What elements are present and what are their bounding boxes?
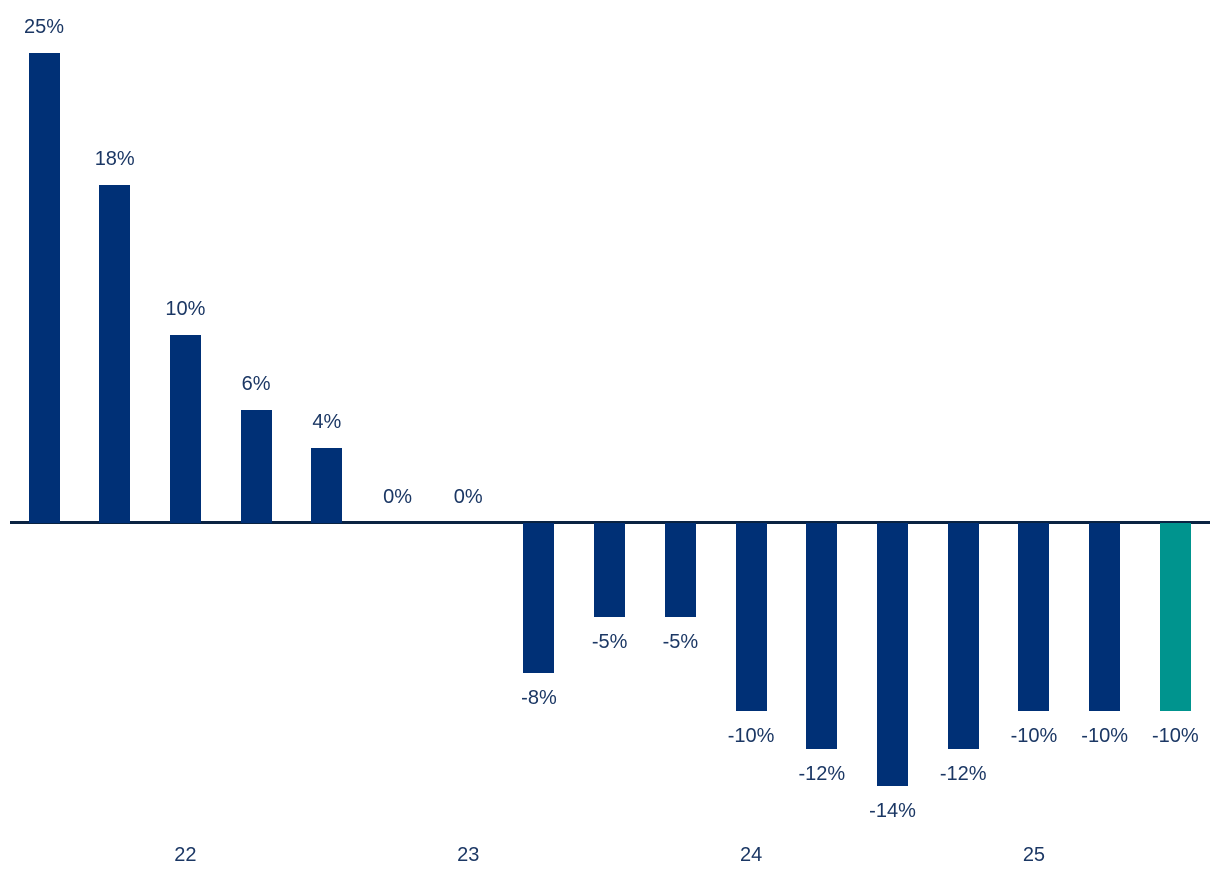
bar-value-label: 18% [94, 147, 135, 170]
bar-value-label: -10% [727, 725, 775, 747]
x-axis-label: 24 [739, 844, 763, 866]
bar-value-label: 4% [312, 410, 342, 433]
bar-value-label: 25% [23, 16, 65, 38]
bar-value-label: -5% [591, 631, 628, 653]
bar-value-label: 0% [453, 486, 483, 508]
bar [240, 410, 272, 523]
bar-value-label: -12% [939, 762, 987, 785]
bar-value-label: -10% [1081, 725, 1128, 747]
bar-value-label: -10% [1152, 725, 1199, 747]
bar [1159, 523, 1191, 711]
bar [877, 523, 909, 787]
bar [806, 523, 838, 749]
x-axis-label: 22 [174, 844, 197, 866]
bar [664, 523, 696, 617]
bar-value-label: -14% [869, 800, 916, 823]
bar [28, 53, 60, 523]
bar [523, 523, 555, 674]
bar-value-label: 6% [241, 373, 271, 396]
bar-value-label: -5% [662, 631, 699, 653]
bar [1089, 523, 1121, 711]
bar-value-label: -8% [521, 687, 557, 710]
x-axis-label: 23 [457, 844, 480, 866]
bar [311, 447, 343, 523]
bar [947, 523, 979, 749]
bar [735, 523, 767, 711]
bar [169, 335, 201, 523]
bar [594, 523, 626, 617]
bar [99, 184, 131, 523]
x-axis-label: 25 [1022, 844, 1046, 866]
bar [1018, 523, 1050, 711]
zero-axis-line [10, 521, 1210, 524]
bar-value-label: 0% [383, 486, 412, 508]
bar-value-label: -10% [1010, 725, 1058, 747]
bar-value-label: -12% [798, 762, 846, 785]
bar-value-label: 10% [165, 298, 206, 320]
